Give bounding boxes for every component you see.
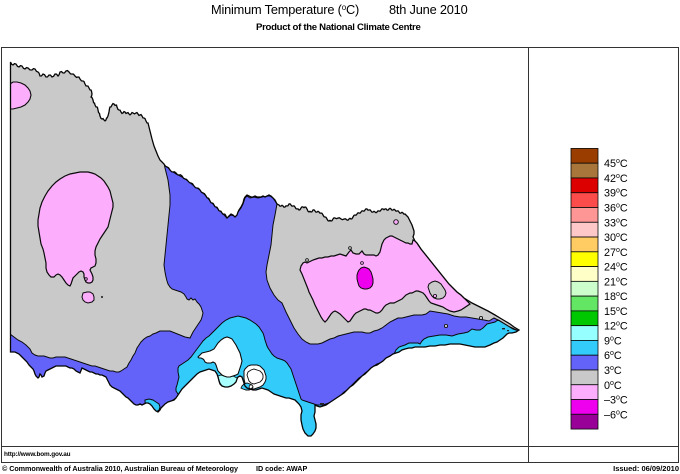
svg-text:21oC: 21oC — [604, 276, 628, 288]
svg-text:–6oC: –6oC — [604, 409, 628, 421]
svg-text:6oC: 6oC — [604, 350, 622, 362]
svg-text:36oC: 36oC — [604, 203, 628, 215]
svg-text:27oC: 27oC — [604, 247, 628, 259]
svg-text:9oC: 9oC — [604, 335, 622, 347]
svg-text:42oC: 42oC — [604, 173, 628, 185]
svg-text:15oC: 15oC — [604, 306, 628, 318]
svg-text:12oC: 12oC — [604, 321, 628, 333]
svg-text:24oC: 24oC — [604, 262, 628, 274]
svg-text:–3oC: –3oC — [604, 395, 628, 407]
svg-text:45oC: 45oC — [604, 158, 628, 170]
svg-text:39oC: 39oC — [604, 188, 628, 200]
svg-text:33oC: 33oC — [604, 217, 628, 229]
svg-text:3oC: 3oC — [604, 365, 622, 377]
svg-text:0oC: 0oC — [604, 380, 622, 392]
svg-text:18oC: 18oC — [604, 291, 628, 303]
svg-text:30oC: 30oC — [604, 232, 628, 244]
